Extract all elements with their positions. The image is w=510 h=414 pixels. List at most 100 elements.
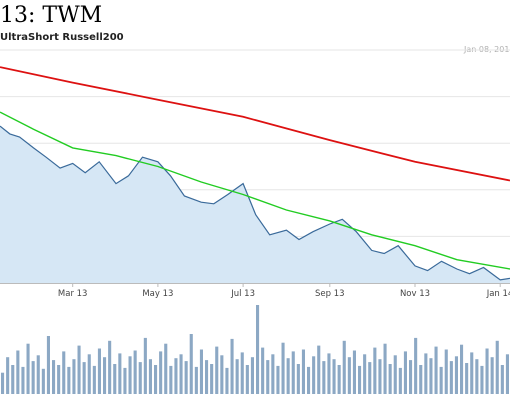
volume-bar	[225, 367, 229, 394]
volume-bar	[97, 348, 101, 394]
volume-bar	[301, 349, 305, 394]
volume-bar	[414, 337, 418, 394]
volume-bar	[220, 355, 224, 394]
volume-bar	[352, 350, 356, 394]
volume-bar	[230, 338, 234, 394]
volume-bar	[276, 365, 280, 394]
volume-bar	[465, 363, 469, 394]
volume-bar	[291, 351, 295, 394]
volume-bar	[194, 366, 198, 394]
volume-bar	[235, 359, 239, 394]
volume-bar	[108, 340, 112, 394]
volume-bar	[11, 365, 15, 394]
volume-bar	[21, 366, 25, 394]
volume-bar	[133, 350, 137, 394]
volume-bar	[159, 351, 163, 394]
moving-average-slow-line	[0, 66, 510, 182]
volume-bar	[36, 355, 40, 394]
volume-bar	[256, 305, 260, 394]
volume-bar	[266, 360, 270, 394]
volume-bar	[454, 356, 458, 394]
x-axis-ticks: Mar 13 May 13 Jul 13 Sep 13 Nov 13 Jan 14	[58, 283, 510, 299]
volume-bar	[383, 343, 387, 394]
volume-bar	[77, 345, 81, 394]
x-tick-label: Jan 14	[486, 289, 510, 299]
volume-bar	[485, 348, 489, 394]
volume-bar	[62, 351, 66, 394]
volume-bar	[52, 360, 56, 394]
volume-bar	[189, 334, 193, 394]
volume-bar	[118, 353, 122, 394]
volume-bar	[199, 349, 203, 394]
volume-bar	[184, 361, 188, 394]
volume-bar	[26, 343, 30, 394]
volume-bar	[490, 357, 494, 394]
volume-bar	[475, 359, 479, 394]
fund-name: UltraShort Russell200	[0, 32, 124, 43]
volume-bar	[174, 358, 178, 394]
volume-bar	[138, 362, 142, 394]
volume-bar	[393, 355, 397, 394]
volume-bar	[347, 357, 351, 394]
volume-bar	[429, 358, 433, 394]
volume-bar	[16, 350, 20, 394]
volume-bar	[245, 365, 249, 394]
volume-bar	[271, 354, 275, 394]
volume-bar	[312, 356, 316, 394]
volume-bars	[1, 305, 509, 394]
volume-bar	[281, 342, 285, 394]
volume-bar	[31, 361, 35, 394]
x-tick-label: Mar 13	[58, 289, 88, 299]
volume-bar	[72, 359, 76, 394]
volume-bar	[67, 366, 71, 394]
volume-bar	[240, 352, 244, 394]
moving-average-fast-line	[0, 111, 510, 270]
volume-bar	[296, 364, 300, 394]
volume-bar	[87, 354, 91, 394]
price-line	[0, 125, 510, 281]
volume-bar	[6, 357, 10, 394]
volume-bar	[342, 340, 346, 394]
volume-bar	[373, 347, 377, 394]
x-tick-label: Jul 13	[230, 289, 255, 299]
volume-bar	[358, 365, 362, 394]
volume-bar	[368, 362, 372, 394]
volume-bar	[378, 359, 382, 394]
price-area	[0, 126, 510, 283]
volume-bar	[143, 337, 147, 394]
volume-bar	[337, 365, 341, 394]
volume-bar	[322, 361, 326, 394]
volume-bar	[480, 365, 484, 394]
volume-bar	[449, 361, 453, 394]
volume-bar	[205, 360, 209, 394]
volume-bar	[332, 359, 336, 394]
volume-bar	[128, 356, 132, 394]
volume-bar	[500, 365, 504, 394]
volume-bar	[398, 367, 402, 394]
grid-lines	[0, 49, 510, 237]
volume-bar	[505, 354, 509, 394]
volume-bar	[103, 357, 107, 394]
volume-bar	[92, 365, 96, 394]
volume-bar	[409, 360, 413, 394]
volume-bar	[41, 368, 45, 394]
volume-bar	[210, 364, 214, 394]
volume-bar	[460, 344, 464, 394]
volume-bar	[179, 354, 183, 394]
volume-bar	[327, 353, 331, 394]
volume-bar	[57, 365, 61, 394]
x-tick-label: May 13	[142, 289, 173, 299]
volume-bar	[363, 354, 367, 394]
volume-bar	[123, 367, 127, 394]
volume-bar	[1, 372, 5, 394]
volume-bar	[286, 358, 290, 394]
volume-bar	[403, 351, 407, 394]
volume-bar	[307, 366, 311, 394]
volume-bar	[419, 365, 423, 394]
volume-bar	[215, 346, 219, 394]
volume-bar	[250, 357, 254, 394]
volume-bar	[495, 340, 499, 394]
volume-bar	[113, 364, 117, 394]
volume-bar	[82, 362, 86, 394]
